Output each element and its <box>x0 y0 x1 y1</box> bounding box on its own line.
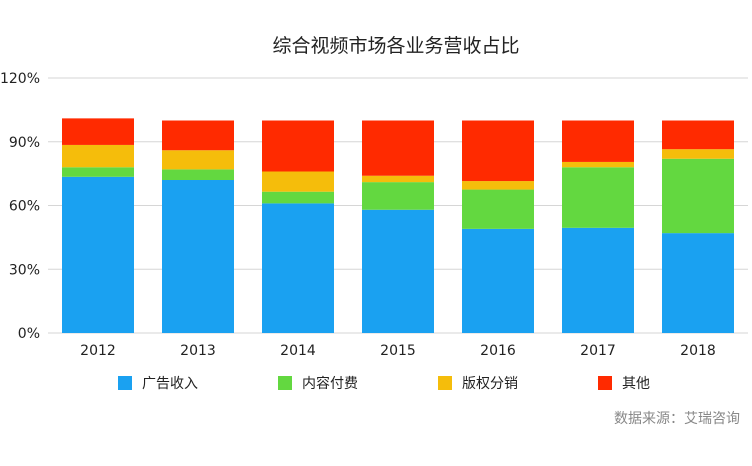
x-tick-label: 2013 <box>180 343 216 359</box>
y-tick-label: 0% <box>18 326 40 342</box>
legend-label: 广告收入 <box>142 376 198 392</box>
legend-label: 版权分销 <box>462 376 518 392</box>
bar-2012--63d840 <box>62 167 134 177</box>
bar-2016--ff2a00 <box>462 120 534 182</box>
legend-label: 其他 <box>622 376 650 392</box>
bar-2013--1aa1f1 <box>162 180 234 333</box>
bar-2018--f5bd0b <box>662 149 734 159</box>
x-tick-label: 2016 <box>480 343 516 359</box>
x-tick-label: 2018 <box>680 343 716 359</box>
bars-layer <box>62 118 734 333</box>
bar-2012--f5bd0b <box>62 144 134 168</box>
legend-item: 版权分销 <box>438 376 518 392</box>
bar-2018--63d840 <box>662 158 734 234</box>
bar-2018--ff2a00 <box>662 120 734 150</box>
bar-2012--1aa1f1 <box>62 176 134 333</box>
y-tick-label: 90% <box>9 135 40 151</box>
bar-2018--1aa1f1 <box>662 233 734 333</box>
legend-swatch <box>598 376 612 390</box>
bar-2016--f5bd0b <box>462 181 534 190</box>
y-axis-ticks: 0% 30% 60% 90% 120% <box>0 71 40 342</box>
y-tick-label: 30% <box>9 262 40 278</box>
bar-2013--ff2a00 <box>162 120 234 151</box>
chart-title: 综合视频市场各业务营收占比 <box>272 35 519 57</box>
bar-2015--63d840 <box>362 182 434 210</box>
x-tick-label: 2017 <box>580 343 616 359</box>
bar-2017--ff2a00 <box>562 120 634 162</box>
bar-2015--ff2a00 <box>362 120 434 176</box>
source-note: 数据来源：艾瑞咨询 <box>614 411 740 427</box>
bar-2014--63d840 <box>262 191 334 204</box>
bar-2016--1aa1f1 <box>462 228 534 333</box>
x-tick-label: 2015 <box>380 343 416 359</box>
bar-2014--1aa1f1 <box>262 203 334 333</box>
legend-swatch <box>118 376 132 390</box>
y-tick-label: 60% <box>9 199 40 215</box>
bar-2015--f5bd0b <box>362 175 434 183</box>
x-tick-label: 2012 <box>80 343 116 359</box>
bar-2017--63d840 <box>562 167 634 228</box>
bar-2015--1aa1f1 <box>362 209 434 333</box>
bar-2017--f5bd0b <box>562 161 634 168</box>
legend-label: 内容付费 <box>302 375 358 392</box>
bar-2013--f5bd0b <box>162 150 234 170</box>
x-tick-label: 2014 <box>280 343 316 359</box>
y-tick-label: 120% <box>0 71 40 87</box>
legend-item: 内容付费 <box>278 375 358 392</box>
legend-item: 广告收入 <box>118 376 198 392</box>
legend-swatch <box>278 376 292 390</box>
bar-2014--ff2a00 <box>262 120 334 172</box>
legend: 广告收入 内容付费 版权分销 其他 <box>118 375 650 392</box>
bar-2014--f5bd0b <box>262 171 334 192</box>
legend-swatch <box>438 376 452 390</box>
bar-2017--1aa1f1 <box>562 227 634 333</box>
x-axis-ticks: 2012 2013 2014 2015 2016 2017 2018 <box>80 343 716 359</box>
legend-item: 其他 <box>598 376 650 392</box>
bar-2016--63d840 <box>462 189 534 229</box>
bar-2012--ff2a00 <box>62 118 134 145</box>
bar-2013--63d840 <box>162 169 234 180</box>
